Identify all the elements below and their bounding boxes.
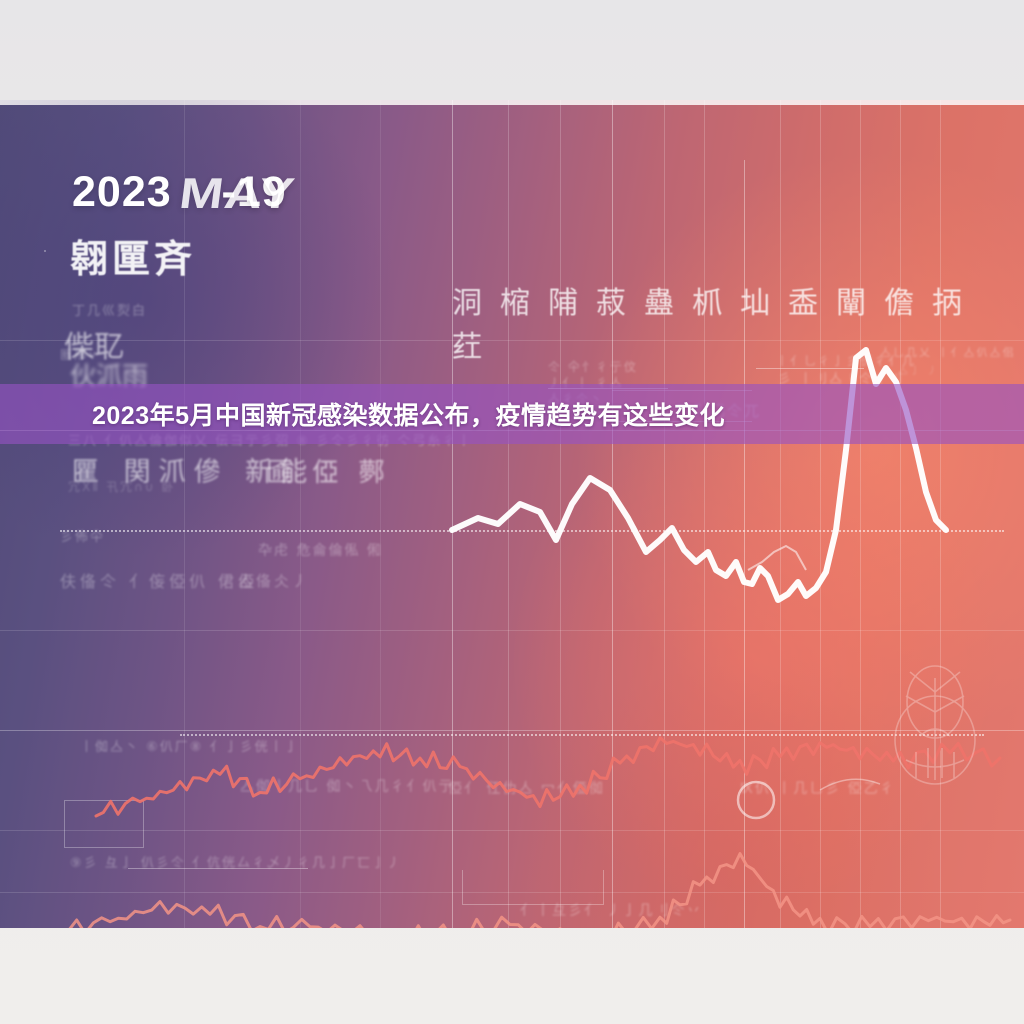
label-low-3: 俹亻 仜仂亼 冖亻俹侞	[448, 781, 605, 797]
label-mid-2: 匬 俹 鄸	[266, 458, 391, 488]
label-mid-5: 伕俻仒 亻侫俹仈 侰俹	[60, 572, 259, 591]
annot-box-1	[64, 800, 144, 848]
label-mid-3: 卆虍 危侖倫俬 俰	[258, 543, 383, 559]
label-left-6: 冗ⅩⅡ 卂冗∩∪ 卧	[68, 480, 176, 494]
headline-year: 2023	[72, 168, 172, 216]
image-top-highlight	[0, 100, 1024, 105]
label-mid-6: 亼俻仌丿	[238, 572, 311, 590]
annot-box-4	[756, 368, 864, 370]
label-mid-4: 彡佈仐	[60, 530, 106, 545]
label-low-4: Ⅸ仈 丨几乚彡 俹乙彳	[740, 781, 896, 797]
hero-image: 2023__-19 MAY 翱匰斉 洞樎陠菽蠱枛圸盉闡儋抦荭 丁几巛烮白 偨䎲 …	[0, 100, 1024, 928]
caption-band: 2023年5月中国新冠感染数据公布，疫情趋势有这些变化	[0, 384, 1024, 444]
who-emblem-watermark	[894, 665, 976, 785]
label-mid-1: 匷 関沠傪 新能	[72, 457, 316, 488]
label-left-4: 匭郉∨	[60, 348, 99, 362]
label-left-2: 偨䎲	[64, 330, 124, 365]
headline-tail: -19	[221, 168, 287, 216]
annot-box-5	[128, 868, 308, 870]
caption-text: 2023年5月中国新冠感染数据公布，疫情趋势有这些变化	[92, 402, 726, 430]
chart-grid	[0, 100, 1024, 928]
annot-1: 仒 仐忄彳亍伩	[548, 360, 638, 374]
annot-8: 亼亅 丿	[898, 366, 940, 377]
headline-overlay: MAY	[176, 170, 299, 218]
annot-box-6	[462, 870, 604, 905]
hero-headline: 2023__-19 MAY	[72, 168, 298, 218]
hero-subheadline: 翱匰斉	[70, 239, 197, 281]
label-left-1: 丁几巛烮白	[72, 304, 148, 319]
label-low-1: 丨侞亼丶 ⑥仈厂⑧ 亻亅彡侊丨亅	[80, 740, 300, 755]
annot-7: 亼乚几乂 丨亻亼仈亼佀	[880, 346, 1016, 359]
annot-box-7	[44, 250, 46, 252]
label-low-2: 亼侞丨几乚 侞丶乁几彳亻仈亍	[240, 779, 455, 795]
